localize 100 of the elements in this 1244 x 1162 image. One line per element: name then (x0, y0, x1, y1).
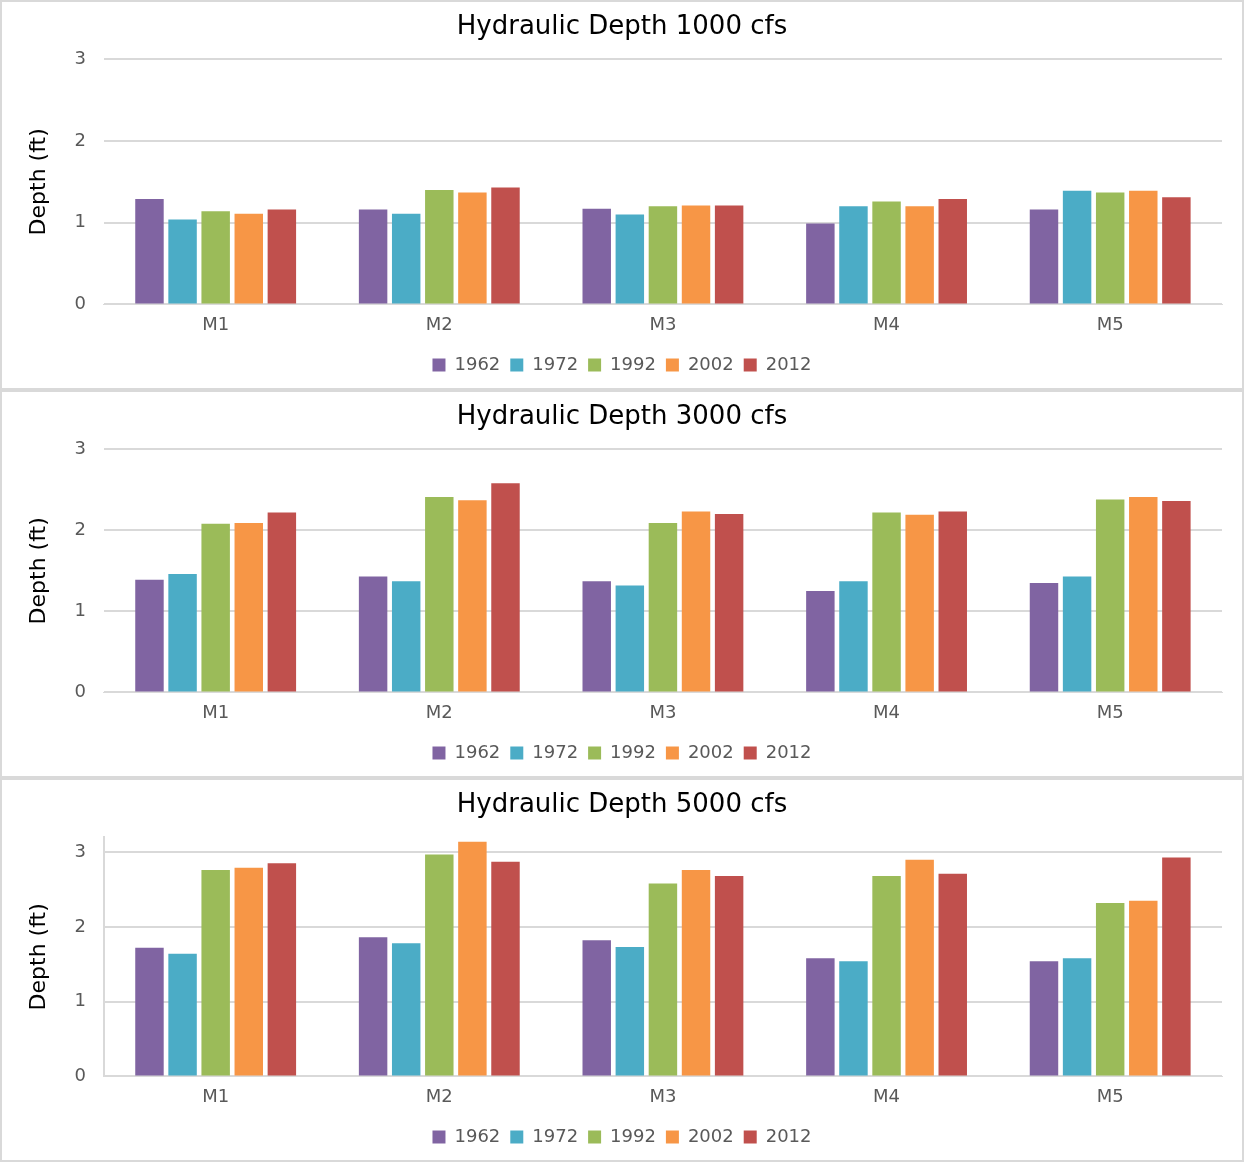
bar (1029, 209, 1059, 304)
chart-title: Hydraulic Depth 1000 cfs (456, 10, 788, 41)
bar (491, 187, 520, 304)
bar (168, 953, 197, 1076)
bar (839, 961, 868, 1076)
bar (872, 876, 901, 1076)
bar (1062, 958, 1092, 1076)
y-axis-title: Depth (ft) (24, 517, 50, 625)
bar (714, 205, 744, 304)
bar (425, 497, 454, 692)
y-tick-label: 1 (74, 989, 86, 1011)
legend-label: 2012 (765, 1124, 812, 1146)
x-tick-label: M2 (425, 700, 453, 722)
bar (425, 189, 454, 304)
bar (872, 512, 901, 692)
bar (1129, 497, 1158, 692)
bar (1095, 902, 1125, 1076)
y-tick-label: 3 (74, 839, 86, 861)
bar (681, 511, 711, 692)
bar (425, 854, 454, 1076)
bar (714, 876, 744, 1076)
bar (391, 943, 421, 1076)
x-tick-label: M2 (425, 1084, 453, 1106)
bar (358, 937, 388, 1076)
legend-label: 1962 (454, 352, 501, 374)
x-tick-label: M1 (202, 312, 230, 334)
bar (168, 574, 197, 692)
bar (267, 512, 297, 692)
y-tick-label: 1 (74, 210, 86, 232)
bar (458, 500, 487, 692)
x-tick-label: M3 (649, 1084, 677, 1106)
legend-label: 2002 (687, 352, 734, 374)
bar (615, 947, 645, 1076)
chart-title: Hydraulic Depth 5000 cfs (456, 788, 788, 819)
legend-label: 1992 (610, 740, 656, 762)
bar (358, 209, 388, 304)
bar (1029, 961, 1059, 1076)
bar (1062, 576, 1092, 692)
bar (714, 514, 744, 692)
bar (391, 581, 421, 692)
bar (1129, 900, 1158, 1076)
bar (1162, 197, 1191, 304)
bar (839, 206, 868, 304)
bar (615, 585, 645, 692)
legend-label: 2002 (687, 1124, 734, 1146)
legend-label: 2002 (687, 740, 734, 762)
bar (135, 198, 164, 304)
bar (681, 205, 711, 304)
legend-label: 1962 (454, 740, 501, 762)
bar (201, 211, 230, 304)
bar (1162, 501, 1191, 692)
bar (135, 579, 164, 692)
x-tick-label: M3 (649, 312, 677, 334)
y-tick-label: 1 (74, 599, 86, 621)
y-axis-title: Depth (ft) (24, 128, 50, 236)
bar (358, 576, 388, 692)
legend-label: 2012 (765, 352, 812, 374)
bar (1095, 499, 1125, 692)
bar (648, 206, 678, 304)
y-tick-label: 0 (74, 292, 86, 314)
x-tick-label: M4 (873, 700, 901, 722)
bar (234, 867, 263, 1076)
bar (1129, 190, 1158, 304)
bar (391, 213, 421, 304)
bar (458, 192, 487, 304)
x-tick-label: M1 (202, 1084, 230, 1106)
legend-label: 1992 (610, 352, 656, 374)
bar (1062, 190, 1092, 304)
chart-title: Hydraulic Depth 3000 cfs (456, 400, 788, 431)
y-tick-label: 2 (74, 517, 86, 539)
bar (806, 958, 835, 1076)
bar (201, 870, 230, 1076)
x-tick-label: M5 (1096, 312, 1124, 334)
bar (938, 873, 967, 1076)
bar (267, 863, 297, 1076)
y-tick-label: 2 (74, 128, 86, 150)
bar (135, 947, 164, 1076)
bar (806, 591, 835, 692)
bar (806, 223, 835, 304)
x-tick-label: M1 (202, 700, 230, 722)
bar (1029, 582, 1059, 692)
y-tick-label: 0 (74, 1064, 86, 1086)
bar (905, 514, 934, 692)
bar (491, 483, 520, 692)
bar (458, 841, 487, 1076)
bar (168, 219, 197, 304)
bar (491, 861, 520, 1076)
bar (234, 522, 263, 692)
bar (938, 198, 967, 304)
x-tick-label: M5 (1096, 1084, 1124, 1106)
x-tick-label: M4 (873, 1084, 901, 1106)
bar (267, 209, 297, 304)
x-tick-label: M4 (873, 312, 901, 334)
y-tick-label: 0 (74, 680, 86, 702)
bar (1095, 192, 1125, 304)
y-tick-label: 3 (74, 46, 86, 68)
bar (905, 859, 934, 1076)
x-tick-label: M2 (425, 312, 453, 334)
legend-label: 1972 (532, 1124, 579, 1146)
bar (582, 940, 611, 1076)
